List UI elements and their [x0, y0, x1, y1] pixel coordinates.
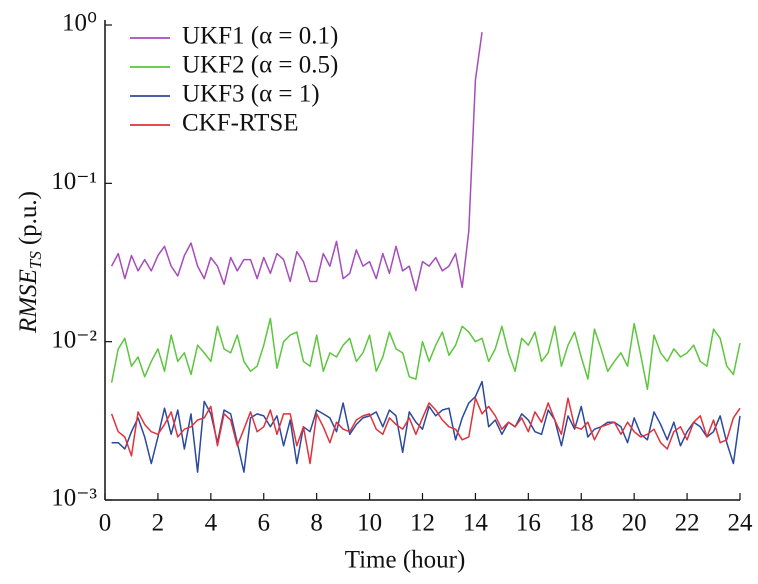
y-label-unit: (p.u.) — [15, 191, 42, 245]
x-tick-label: 18 — [569, 510, 594, 537]
x-tick-label: 16 — [516, 510, 541, 537]
x-tick-label: 22 — [675, 510, 700, 537]
series-line — [110, 32, 483, 292]
y-label-sub: TS — [26, 251, 45, 269]
x-tick-label: 24 — [728, 510, 754, 537]
x-tick-label: 4 — [205, 510, 218, 537]
x-tick-label: 2 — [152, 510, 165, 537]
legend-label: UKF3 (α = 1) — [182, 81, 320, 108]
x-tick-label: 14 — [463, 510, 489, 537]
y-axis-label: RMSETS (p.u.) — [15, 191, 45, 334]
x-tick-label: 8 — [310, 510, 323, 537]
x-axis-label: Time (hour) — [345, 547, 466, 574]
legend-label: UKF2 (α = 0.5) — [182, 52, 338, 79]
x-tick-label: 6 — [258, 510, 271, 537]
y-tick-label: 10⁻² — [51, 326, 97, 353]
x-tick-label: 0 — [99, 510, 112, 537]
series-line — [110, 397, 741, 465]
y-tick-label: 10⁻¹ — [51, 168, 97, 195]
x-tick-label: 12 — [410, 510, 435, 537]
y-label-main: RMSE — [15, 269, 42, 334]
legend-label: UKF1 (α = 0.1) — [182, 23, 338, 50]
series-line — [111, 380, 741, 473]
x-tick-label: 20 — [622, 510, 647, 537]
y-tick-label: 10⁰ — [62, 10, 97, 37]
legend-label: CKF-RTSE — [182, 110, 299, 137]
series-line — [110, 317, 741, 391]
x-tick-label: 10 — [357, 510, 382, 537]
y-tick-label: 10⁻³ — [51, 485, 97, 512]
